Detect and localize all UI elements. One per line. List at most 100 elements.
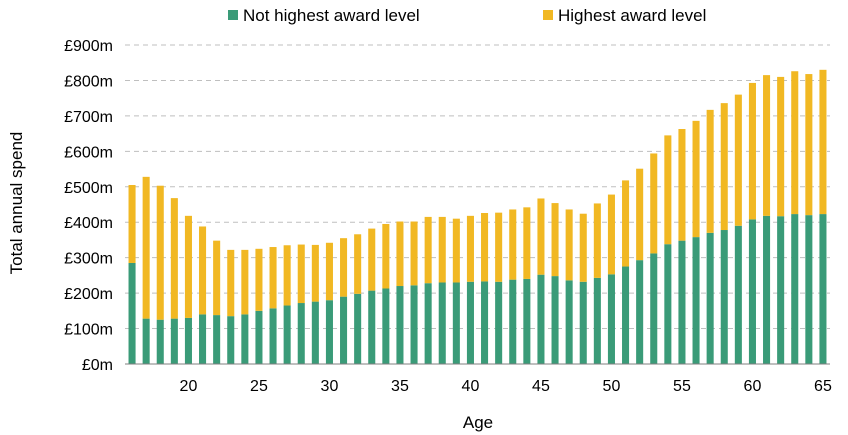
bar-not-highest xyxy=(664,244,672,364)
bar-not-highest xyxy=(438,282,446,364)
bar-not-highest xyxy=(579,281,587,364)
bars xyxy=(128,69,827,364)
bar-not-highest xyxy=(607,274,615,364)
bar-highest xyxy=(537,198,545,275)
bar-not-highest xyxy=(269,308,277,364)
bar-not-highest xyxy=(382,288,390,364)
x-tick-label: 65 xyxy=(814,378,832,395)
bar-not-highest xyxy=(297,303,305,364)
bar-not-highest xyxy=(805,215,813,364)
x-tick-label: 40 xyxy=(462,378,480,395)
legend-label-not-highest: Not highest award level xyxy=(243,6,420,25)
bar-not-highest xyxy=(706,232,714,364)
bar-highest xyxy=(819,69,827,215)
bar-highest xyxy=(424,216,432,284)
bar-highest xyxy=(227,249,235,317)
legend-label-highest: Highest award level xyxy=(558,6,706,25)
x-tick-label: 30 xyxy=(321,378,339,395)
bar-not-highest xyxy=(734,225,742,364)
bar-highest xyxy=(805,74,813,216)
bar-highest xyxy=(678,129,686,241)
bar-not-highest xyxy=(565,280,573,364)
bar-highest xyxy=(565,209,573,281)
bar-not-highest xyxy=(142,318,150,364)
bar-highest xyxy=(269,247,277,309)
x-tick-label: 55 xyxy=(673,378,691,395)
bar-not-highest xyxy=(763,215,771,364)
bar-highest xyxy=(509,209,517,280)
bar-not-highest xyxy=(199,314,207,364)
bar-not-highest xyxy=(495,281,503,364)
bar-not-highest xyxy=(650,253,658,364)
bar-highest xyxy=(241,249,249,315)
bar-highest xyxy=(495,212,503,282)
x-tick-label: 25 xyxy=(250,378,268,395)
y-tick-label: £300m xyxy=(64,251,113,268)
y-tick-label: £600m xyxy=(64,144,113,161)
x-tick-label: 60 xyxy=(744,378,762,395)
bar-not-highest xyxy=(678,240,686,364)
bar-not-highest xyxy=(255,310,263,364)
bar-not-highest xyxy=(396,286,404,364)
y-tick-label: £900m xyxy=(64,38,113,55)
bar-highest xyxy=(340,238,348,297)
bar-highest xyxy=(452,218,460,283)
bar-highest xyxy=(410,221,418,286)
bar-not-highest xyxy=(184,317,192,364)
y-tick-label: £400m xyxy=(64,215,113,232)
bar-highest xyxy=(438,216,446,283)
y-axis-title: Total annual spend xyxy=(7,132,26,275)
bar-highest xyxy=(763,75,771,216)
bar-highest xyxy=(720,103,728,231)
x-tick-label: 45 xyxy=(532,378,550,395)
bar-not-highest xyxy=(481,281,489,364)
bar-highest xyxy=(311,244,319,302)
bar-highest xyxy=(255,248,263,311)
bar-not-highest xyxy=(523,278,531,364)
bar-highest xyxy=(579,213,587,282)
bar-highest xyxy=(297,244,305,304)
bar-highest xyxy=(734,94,742,226)
bar-highest xyxy=(650,153,658,254)
bar-highest xyxy=(664,135,672,245)
y-tick-label: £0m xyxy=(82,357,113,374)
bar-not-highest xyxy=(368,290,376,364)
bar-highest xyxy=(142,176,150,319)
y-tick-label: £800m xyxy=(64,73,113,90)
bar-not-highest xyxy=(227,316,235,364)
bar-highest xyxy=(607,194,615,275)
bar-highest xyxy=(622,180,630,267)
bar-not-highest xyxy=(424,283,432,364)
bar-highest xyxy=(777,76,785,217)
y-tick-label: £700m xyxy=(64,109,113,126)
bar-not-highest xyxy=(410,285,418,364)
bar-not-highest xyxy=(720,230,728,364)
bar-not-highest xyxy=(128,262,136,364)
bar-highest xyxy=(283,245,291,306)
bar-highest xyxy=(748,82,756,220)
bar-not-highest xyxy=(340,296,348,364)
bar-highest xyxy=(481,213,489,282)
bar-not-highest xyxy=(283,305,291,364)
bar-highest xyxy=(325,242,333,301)
bar-highest xyxy=(706,109,714,233)
x-tick-label: 50 xyxy=(603,378,621,395)
bar-highest xyxy=(636,168,644,261)
bar-not-highest xyxy=(509,279,517,364)
legend-swatch-not-highest xyxy=(228,10,238,20)
bar-highest xyxy=(368,228,376,291)
bar-highest xyxy=(184,215,192,318)
bar-not-highest xyxy=(537,274,545,364)
bar-highest xyxy=(382,223,390,289)
bar-highest xyxy=(593,203,601,278)
y-axis-ticks: £0m £100m £200m £300m £400m £500m £600m £700m £8… xyxy=(64,38,113,374)
bar-not-highest xyxy=(466,281,474,364)
bar-not-highest xyxy=(593,277,601,364)
bar-not-highest xyxy=(791,214,799,364)
x-tick-label: 35 xyxy=(391,378,409,395)
bar-not-highest xyxy=(311,301,319,364)
bar-highest xyxy=(354,234,362,294)
bar-not-highest xyxy=(777,216,785,364)
y-tick-label: £100m xyxy=(64,322,113,339)
